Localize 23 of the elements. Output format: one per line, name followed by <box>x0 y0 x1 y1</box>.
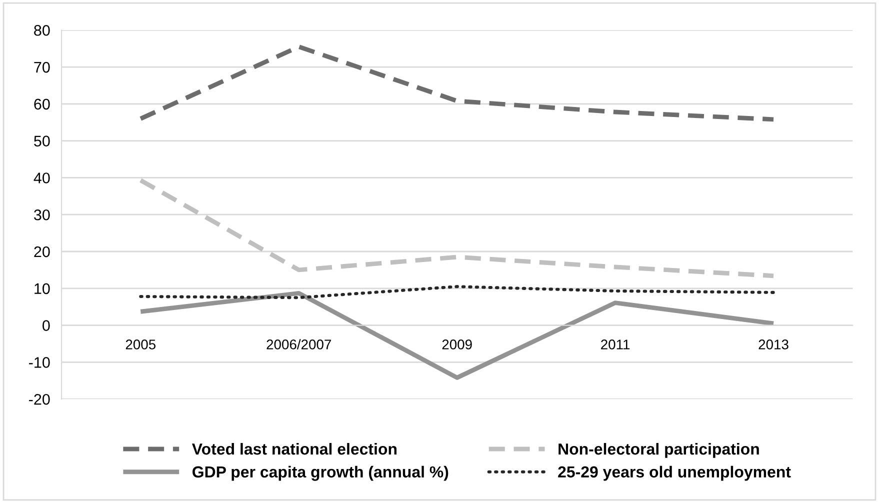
legend-label: Non-electoral participation <box>558 442 759 458</box>
legend-label: GDP per capita growth (annual %) <box>192 466 448 481</box>
y-tick-label: 80 <box>34 24 50 36</box>
x-tick-label: 2006/2007 <box>266 339 331 350</box>
y-tick-label: 40 <box>34 172 50 184</box>
x-tick-label: 2013 <box>758 340 788 350</box>
y-tick-label: 20 <box>34 246 50 258</box>
x-tick-label: 2011 <box>601 340 630 350</box>
line-series <box>138 178 776 278</box>
line-series <box>139 285 776 300</box>
line-series <box>138 44 776 122</box>
y-tick-label: -10 <box>29 357 50 368</box>
x-tick-label: 2009 <box>442 340 472 350</box>
y-tick-label: 50 <box>34 136 50 146</box>
y-tick-label: 70 <box>34 62 50 73</box>
legend-label: 25-29 years old unemployment <box>558 466 791 481</box>
y-tick-label: 10 <box>34 283 50 294</box>
y-tick-label: 0 <box>42 320 50 331</box>
y-tick-label: 30 <box>34 209 50 220</box>
y-tick-label: 60 <box>34 98 50 110</box>
x-tick-label: 2005 <box>126 340 156 350</box>
y-tick-label: -20 <box>29 394 50 405</box>
legend-label: Voted last national election <box>192 442 396 455</box>
